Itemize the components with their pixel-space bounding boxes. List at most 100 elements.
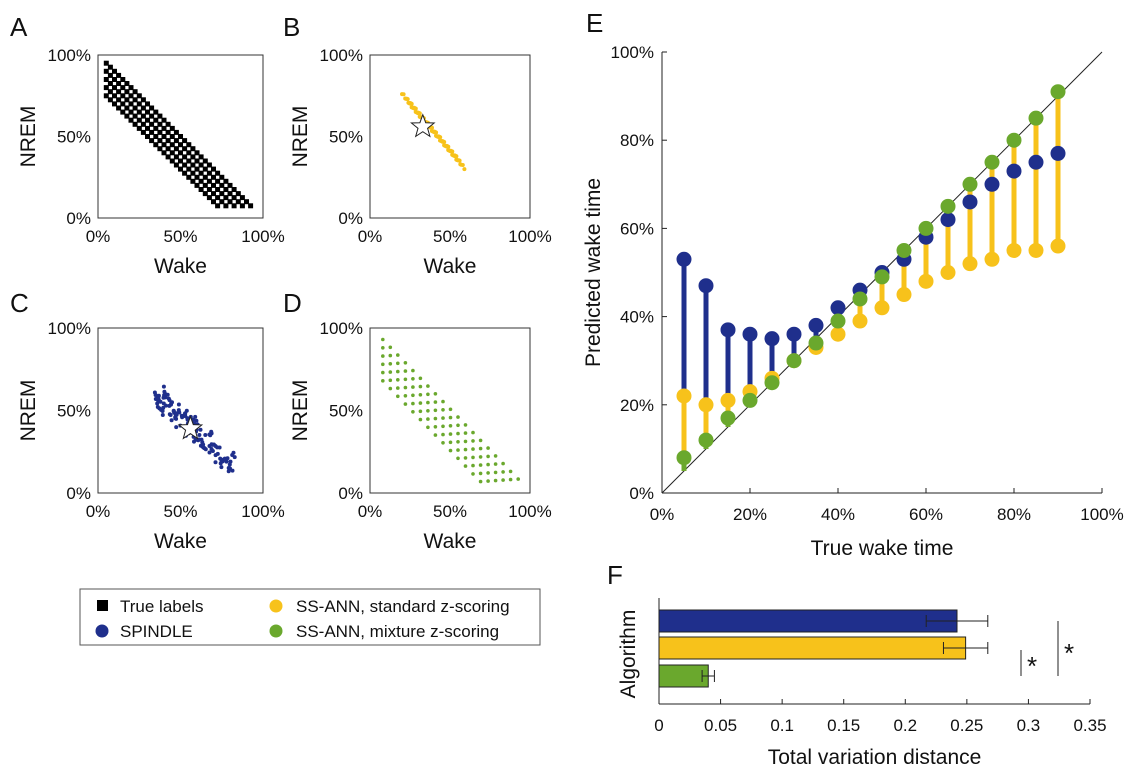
true-label-point [161,125,167,131]
panel-d-mixture-zscoring: 0%0% 50% 50% 100% 100% Wake NREM [289,319,552,553]
standard-point [462,167,467,172]
true-label-point [231,203,237,209]
true-label-point [153,125,159,131]
standard-point [918,273,934,289]
y-axis-label: Algorithm [617,610,640,699]
true-label-point [219,182,225,188]
x-tick-label: 50% [163,502,197,521]
true-label-point [107,64,113,70]
true-label-point [178,134,183,139]
legend-marker-true-labels [97,600,108,611]
centroid-star-icon [410,113,436,138]
mixture-point [403,402,408,406]
true-label-point [112,101,117,107]
panel-label-f: F [607,560,623,590]
standard-point [442,140,447,144]
spindle-point [197,433,202,437]
spindle-point [194,418,199,423]
true-label-point [211,191,216,197]
spindle-point [219,465,224,470]
true-label-point [107,72,113,78]
standard-point [457,158,462,163]
spindle-point [1028,154,1044,170]
true-label-point [219,191,225,197]
mixture-point [486,454,490,459]
mixture-point [463,439,468,444]
mixture-point [411,410,415,414]
true-label-point [165,138,171,144]
x-axis-label: Wake [424,255,477,278]
true-label-point [128,85,134,91]
mixture-point [1006,132,1022,148]
spindle-point [192,439,196,444]
standard-point [830,326,846,342]
mixture-point [388,362,393,366]
mixture-point [456,423,460,428]
mixture-point [508,469,513,474]
mixture-point [396,386,400,390]
true-label-point [124,113,130,119]
true-label-point [223,178,229,184]
standard-point [417,111,422,116]
true-label-point [190,162,196,168]
true-label-point [140,121,146,127]
x-tick-label: 0.1 [770,716,794,735]
true-label-point [165,154,171,160]
y-tick-label: 80% [620,131,654,150]
legend-marker-mixture [269,624,283,638]
true-label-point [136,125,142,131]
standard-point [438,135,443,140]
standard-point [413,106,418,111]
true-label-point [173,129,179,135]
true-label-point [227,191,233,197]
spindle-point [742,326,758,342]
mixture-point [418,393,423,397]
mixture-point [403,377,408,382]
mixture-point [471,430,475,435]
true-label-point [198,170,204,176]
mixture-point [456,415,460,419]
true-label-point [223,187,229,192]
mixture-point [441,399,445,404]
standard-point [1050,238,1066,254]
true-label-point [103,85,109,91]
legend-marker-spindle [95,624,109,638]
true-label-point [182,170,188,176]
true-label-point [211,174,216,180]
spindle-point [940,212,956,228]
true-label-point [190,154,196,160]
mixture-point [1028,110,1044,126]
spindle-point [215,445,220,450]
true-label-point [194,158,200,164]
mixture-point [396,378,400,382]
true-label-point [153,134,159,139]
x-tick-label: 0.05 [704,716,737,735]
mixture-point [433,425,438,429]
panel-label-e: E [586,8,603,38]
true-label-point [103,68,109,74]
mixture-point [874,269,890,285]
significance-star: * [1064,638,1074,668]
x-tick-label: 0% [86,227,111,246]
mixture-point [493,454,498,458]
true-label-point [244,199,249,205]
mixture-point [962,176,978,192]
standard-point [454,154,459,159]
true-label-point [128,109,134,115]
standard-point [874,300,890,316]
spindle-point [226,469,231,474]
true-label-point [206,162,212,168]
mixture-point [418,376,423,381]
true-label-point [157,129,163,135]
true-label-point [116,89,122,95]
y-tick-label: 50% [57,128,91,147]
spindle-point [209,429,214,434]
x-axis-label: Wake [154,530,207,553]
mixture-point [381,337,385,342]
spindle-point [170,400,174,405]
x-tick-label: 0.35 [1073,716,1106,735]
mixture-point [486,446,490,450]
centroid-star-icon [177,415,204,440]
x-tick-label: 50% [433,502,467,521]
mixture-point [403,385,408,390]
